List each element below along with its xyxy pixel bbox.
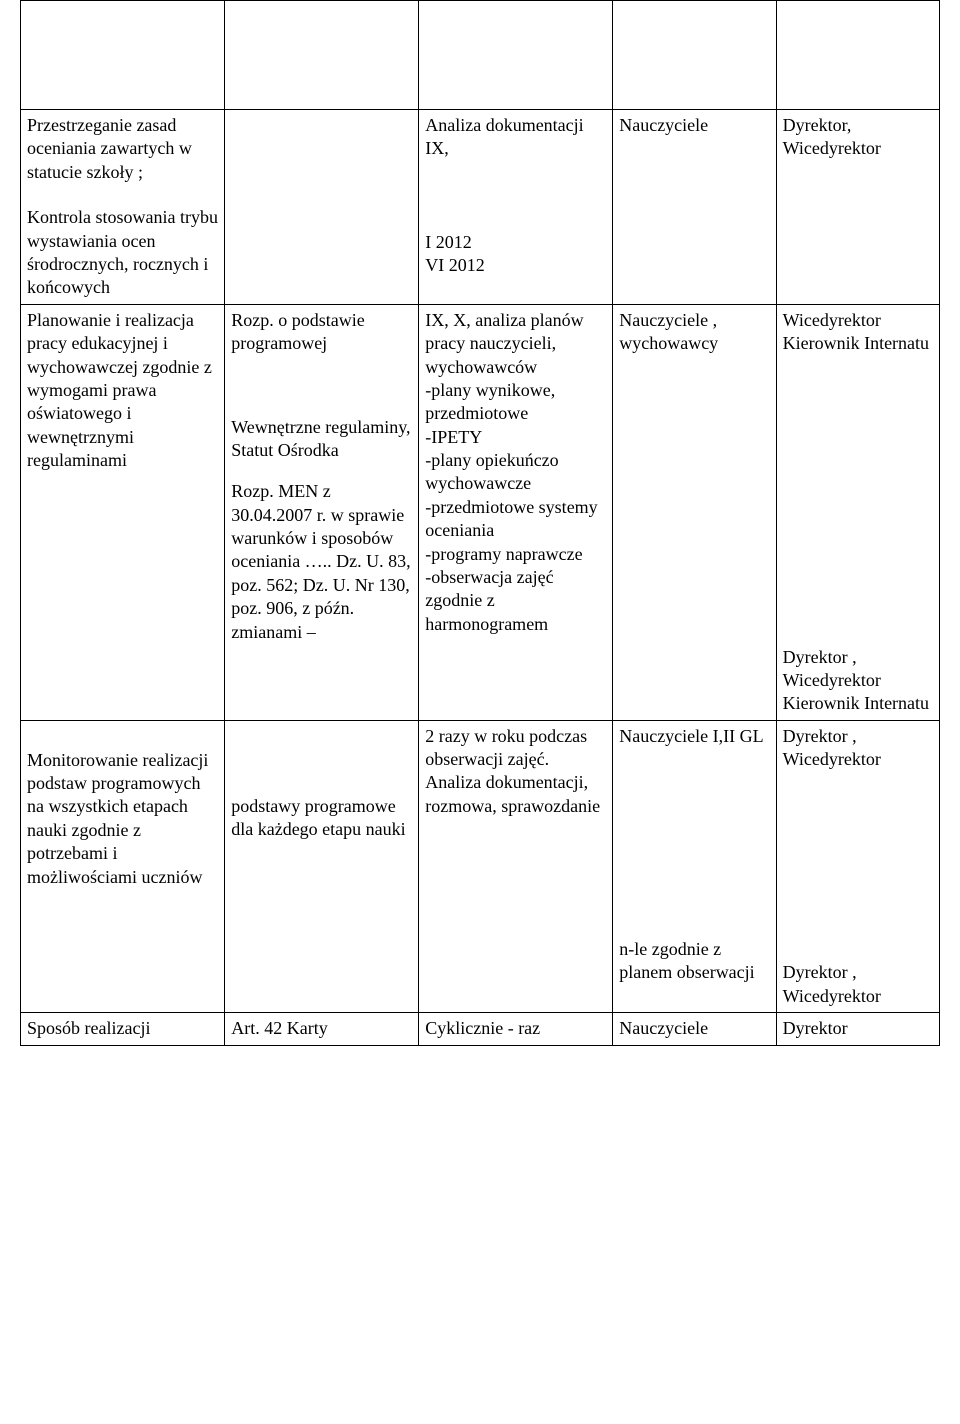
- cell: Cyklicznie - raz: [419, 1013, 613, 1045]
- cell: Dyrektor , Wicedyrektor Dyrektor , Wiced…: [776, 720, 939, 1013]
- cell-text: Nauczyciele I,II GL: [619, 725, 769, 748]
- cell-text: Kontrola stosowania trybu wystawiania oc…: [27, 206, 218, 300]
- cell-text: Analiza dokumentacji IX,: [425, 114, 606, 161]
- cell: Monitorowanie realizacji podstaw program…: [21, 720, 225, 1013]
- cell-text: I 2012 VI 2012: [425, 231, 606, 278]
- cell: [613, 1, 776, 110]
- cell: [419, 1, 613, 110]
- cell: Wicedyrektor Kierownik Internatu Dyrekto…: [776, 304, 939, 720]
- cell-text: Rozp. MEN z 30.04.2007 r. w sprawie waru…: [231, 480, 412, 644]
- cell: Analiza dokumentacji IX, I 2012 VI 2012: [419, 110, 613, 305]
- cell-text: podstawy programowe dla każdego etapu na…: [231, 795, 412, 842]
- cell: Nauczyciele I,II GL n-le zgodnie z plane…: [613, 720, 776, 1013]
- cell: Dyrektor, Wicedyrektor: [776, 110, 939, 305]
- cell: Nauczyciele: [613, 110, 776, 305]
- cell: podstawy programowe dla każdego etapu na…: [225, 720, 419, 1013]
- cell-text: Dyrektor , Wicedyrektor: [783, 961, 933, 1008]
- document-table: Przestrzeganie zasad oceniania zawartych…: [20, 0, 940, 1046]
- table-row: Sposób realizacji Art. 42 Karty Cykliczn…: [21, 1013, 940, 1045]
- cell: [21, 1, 225, 110]
- cell: Dyrektor: [776, 1013, 939, 1045]
- cell: [776, 1, 939, 110]
- table-row: Przestrzeganie zasad oceniania zawartych…: [21, 110, 940, 305]
- cell: [225, 1, 419, 110]
- cell-text: Przestrzeganie zasad oceniania zawartych…: [27, 114, 218, 184]
- cell: 2 razy w roku podczas obserwacji zajęć. …: [419, 720, 613, 1013]
- cell: Przestrzeganie zasad oceniania zawartych…: [21, 110, 225, 305]
- cell: Nauczyciele: [613, 1013, 776, 1045]
- table-row: Planowanie i realizacja pracy edukacyjne…: [21, 304, 940, 720]
- table-row: Monitorowanie realizacji podstaw program…: [21, 720, 940, 1013]
- table-row: [21, 1, 940, 110]
- cell-text: Rozp. o podstawie programowej: [231, 309, 412, 356]
- cell-text: Monitorowanie realizacji podstaw program…: [27, 749, 218, 889]
- cell: Planowanie i realizacja pracy edukacyjne…: [21, 304, 225, 720]
- cell-text: Dyrektor , Wicedyrektor Kierownik Intern…: [783, 646, 933, 716]
- cell: Rozp. o podstawie programowej Wewnętrzne…: [225, 304, 419, 720]
- cell-text: Wicedyrektor Kierownik Internatu: [783, 309, 933, 356]
- cell-text: n-le zgodnie z planem obserwacji: [619, 938, 769, 985]
- cell: Sposób realizacji: [21, 1013, 225, 1045]
- cell: [225, 110, 419, 305]
- cell-text: Dyrektor , Wicedyrektor: [783, 725, 933, 772]
- cell: IX, X, analiza planów pracy nauczycieli,…: [419, 304, 613, 720]
- cell-text: Wewnętrzne regulaminy, Statut Ośrodka: [231, 416, 412, 463]
- cell: Nauczyciele , wychowawcy: [613, 304, 776, 720]
- cell: Art. 42 Karty: [225, 1013, 419, 1045]
